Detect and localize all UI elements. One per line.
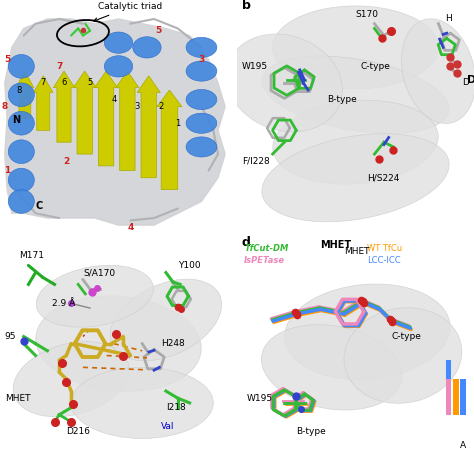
Ellipse shape — [8, 111, 34, 135]
Text: b: b — [242, 0, 251, 12]
Text: D: D — [462, 79, 469, 87]
Ellipse shape — [8, 83, 34, 107]
Ellipse shape — [284, 284, 450, 380]
Text: N: N — [12, 115, 20, 125]
Ellipse shape — [13, 342, 129, 417]
Text: IsPETase: IsPETase — [244, 256, 285, 265]
Bar — [446, 360, 451, 403]
FancyArrow shape — [94, 71, 118, 166]
Ellipse shape — [110, 279, 222, 361]
Text: 5: 5 — [87, 79, 93, 87]
Text: F/I228: F/I228 — [242, 157, 270, 165]
Bar — [453, 379, 459, 415]
Text: 1: 1 — [175, 119, 181, 128]
FancyArrow shape — [73, 71, 96, 154]
Ellipse shape — [344, 308, 462, 403]
Ellipse shape — [36, 296, 201, 392]
Ellipse shape — [186, 113, 217, 133]
Text: WT TfCu: WT TfCu — [367, 244, 402, 253]
Text: 8: 8 — [1, 102, 8, 111]
Text: H/S224: H/S224 — [367, 173, 400, 182]
Bar — [446, 360, 451, 403]
Text: I218: I218 — [166, 403, 186, 412]
Text: Val: Val — [161, 422, 174, 431]
Ellipse shape — [227, 34, 342, 132]
Text: 3: 3 — [135, 102, 140, 111]
Text: 3: 3 — [198, 55, 205, 64]
Text: 7: 7 — [56, 62, 63, 71]
Ellipse shape — [273, 6, 438, 89]
Ellipse shape — [262, 56, 449, 134]
Text: 2: 2 — [158, 102, 164, 111]
Text: d: d — [242, 237, 251, 249]
Text: 4: 4 — [127, 223, 134, 232]
Ellipse shape — [186, 90, 217, 109]
Bar — [460, 379, 465, 415]
FancyArrow shape — [157, 90, 182, 190]
Text: TfCut-DM: TfCut-DM — [244, 244, 289, 253]
Ellipse shape — [186, 37, 217, 57]
Text: LCC-ICC: LCC-ICC — [367, 256, 401, 265]
Ellipse shape — [8, 55, 34, 78]
Ellipse shape — [8, 140, 34, 164]
Text: MHET: MHET — [344, 247, 369, 255]
Ellipse shape — [8, 168, 34, 192]
Text: C-type: C-type — [360, 62, 390, 71]
Text: 5: 5 — [155, 27, 162, 35]
Text: 6: 6 — [61, 79, 67, 87]
Ellipse shape — [71, 367, 213, 438]
Text: S/A170: S/A170 — [83, 268, 115, 277]
Text: 2: 2 — [63, 157, 70, 165]
Text: 7: 7 — [40, 79, 46, 87]
Ellipse shape — [8, 190, 34, 213]
Text: MHET: MHET — [5, 394, 30, 402]
Ellipse shape — [186, 137, 217, 157]
FancyArrow shape — [53, 71, 75, 142]
Text: W195: W195 — [242, 62, 268, 71]
Ellipse shape — [273, 100, 438, 184]
FancyArrow shape — [34, 76, 53, 130]
Text: H248: H248 — [161, 339, 185, 348]
Text: C: C — [36, 201, 43, 210]
Text: MHET: MHET — [320, 240, 351, 250]
Ellipse shape — [133, 37, 161, 58]
Text: 8: 8 — [16, 86, 22, 94]
Bar — [446, 360, 451, 403]
Text: 1: 1 — [4, 166, 10, 175]
Text: Catalytic triad: Catalytic triad — [94, 2, 163, 21]
Ellipse shape — [186, 61, 217, 81]
Text: Y100: Y100 — [178, 261, 201, 270]
Text: A: A — [460, 441, 466, 450]
Text: D216: D216 — [66, 427, 91, 436]
Text: B-type: B-type — [296, 427, 326, 436]
Text: 2.9 Å: 2.9 Å — [52, 299, 75, 308]
FancyArrow shape — [16, 71, 34, 118]
Text: 5: 5 — [4, 55, 10, 64]
Ellipse shape — [401, 19, 474, 123]
Text: S170: S170 — [356, 10, 379, 18]
Text: H: H — [446, 15, 452, 23]
Polygon shape — [5, 19, 225, 225]
Text: 95: 95 — [5, 332, 16, 341]
Text: D: D — [467, 75, 474, 85]
Text: B-type: B-type — [327, 95, 357, 104]
Ellipse shape — [104, 32, 133, 54]
Text: M171: M171 — [19, 252, 44, 260]
Ellipse shape — [104, 56, 133, 77]
Ellipse shape — [262, 134, 449, 222]
Ellipse shape — [261, 325, 402, 410]
FancyArrow shape — [116, 71, 139, 171]
Text: C-type: C-type — [391, 332, 421, 341]
Ellipse shape — [36, 265, 154, 327]
FancyArrow shape — [137, 76, 160, 178]
Text: W195: W195 — [246, 394, 273, 402]
Bar — [446, 379, 451, 415]
Text: 4: 4 — [111, 95, 117, 104]
